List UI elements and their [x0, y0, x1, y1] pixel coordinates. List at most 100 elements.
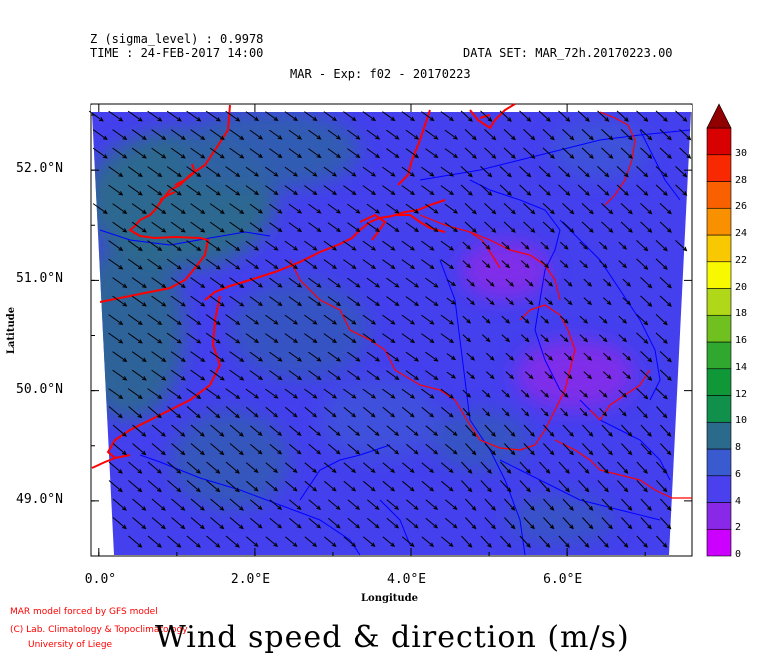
wind-arrow: [327, 148, 342, 159]
wind-arrow: [540, 389, 550, 398]
wind-arrow: [112, 277, 128, 289]
wind-arrow: [128, 480, 143, 493]
wind-arrow: [504, 424, 516, 437]
wind-arrow: [347, 370, 361, 381]
wind-arrow: [675, 110, 688, 122]
wind-arrow: [225, 258, 241, 270]
wind-arrow: [225, 314, 241, 326]
wind-arrow: [464, 147, 477, 159]
wind-arrow: [308, 517, 322, 529]
wind-arrow: [304, 240, 318, 251]
wind-arrow: [366, 277, 381, 288]
wind-arrow: [382, 314, 396, 325]
wind-arrow: [401, 388, 416, 399]
wind-arrow: [147, 240, 163, 252]
wind-arrow: [366, 129, 381, 140]
wind-arrow: [265, 259, 279, 270]
wind-arrow: [524, 297, 534, 306]
wind-arrow: [401, 480, 415, 492]
wind-arrow: [598, 260, 608, 269]
wind-arrow: [190, 277, 206, 289]
wind-arrow: [440, 185, 455, 196]
wind-arrow: [405, 351, 420, 362]
wind-arrow: [112, 295, 128, 307]
wind-arrow: [421, 314, 435, 325]
wind-arrow: [288, 222, 303, 233]
wind-arrow: [206, 461, 221, 474]
wind-arrow: [599, 407, 608, 417]
wind-arrow: [245, 333, 260, 344]
wind-arrow: [519, 461, 531, 474]
wind-arrow: [386, 370, 400, 381]
wind-arrow: [366, 222, 381, 233]
wind-arrow: [108, 388, 124, 400]
wind-arrow: [210, 498, 225, 511]
wind-arrow: [245, 111, 260, 122]
wind-arrow: [304, 314, 318, 325]
wind-arrow: [382, 259, 396, 270]
colorbar-tick-label: 6: [735, 468, 742, 480]
wind-arrow: [425, 370, 439, 381]
wind-arrow: [446, 297, 457, 305]
wind-arrow: [462, 334, 472, 343]
wind-arrow: [485, 297, 495, 306]
wind-arrow: [343, 314, 357, 325]
wind-arrow: [617, 535, 629, 548]
wind-arrow: [347, 517, 361, 529]
wind-arrow: [581, 203, 594, 215]
wind-arrow: [108, 166, 124, 178]
wind-arrow: [640, 221, 653, 233]
wind-arrow: [249, 129, 264, 140]
wind-arrow: [308, 351, 322, 362]
wind-arrow: [362, 111, 377, 122]
colorbar-tick-label: 16: [735, 335, 748, 346]
wind-arrow: [108, 110, 124, 122]
wind-arrow: [190, 129, 206, 141]
colorbar-segment: [706, 234, 732, 263]
wind-arrow: [362, 536, 376, 548]
wind-arrow: [166, 258, 182, 270]
wind-arrow: [504, 498, 516, 511]
wind-arrow: [562, 443, 574, 456]
wind-arrow: [618, 260, 628, 269]
wind-arrow: [598, 241, 608, 250]
wind-arrow: [462, 260, 472, 269]
wind-arrow: [366, 351, 381, 362]
wind-arrow: [660, 424, 672, 437]
wind-arrow: [284, 480, 298, 492]
wind-arrow: [166, 110, 182, 122]
wind-arrow: [347, 277, 361, 288]
wind-arrow: [500, 461, 512, 474]
wind-arrow: [288, 351, 303, 362]
wind-arrow: [127, 388, 143, 400]
colorbar-segment: [706, 421, 732, 450]
wind-arrow: [362, 240, 377, 251]
wind-arrow: [621, 517, 633, 530]
wind-arrow: [205, 258, 221, 270]
wind-arrow: [284, 333, 299, 344]
wind-arrow: [269, 425, 283, 437]
wind-arrow: [656, 480, 668, 493]
wind-arrow: [446, 371, 457, 379]
colorbar-tick-label: 26: [735, 201, 748, 213]
wind-arrow: [659, 129, 672, 141]
wind-arrow: [190, 498, 205, 511]
wind-arrow: [562, 221, 575, 233]
wind-arrow: [284, 388, 299, 399]
wind-arrow: [209, 295, 225, 307]
wind-arrow: [245, 536, 259, 548]
wind-arrow: [485, 278, 495, 287]
wind-arrow: [386, 425, 400, 437]
wind-arrow: [461, 535, 473, 548]
wind-arrow: [112, 129, 128, 141]
wind-arrow: [425, 351, 439, 362]
colorbar-tick-label: 12: [735, 388, 748, 400]
colorbar-tick-label: 18: [735, 308, 748, 320]
wind-arrow: [540, 241, 550, 250]
wind-arrow: [655, 388, 668, 400]
wind-arrow: [579, 334, 589, 343]
wind-arrow: [401, 259, 416, 270]
wind-arrow: [205, 332, 221, 344]
wind-arrow: [167, 406, 182, 419]
wind-arrow: [482, 407, 491, 417]
